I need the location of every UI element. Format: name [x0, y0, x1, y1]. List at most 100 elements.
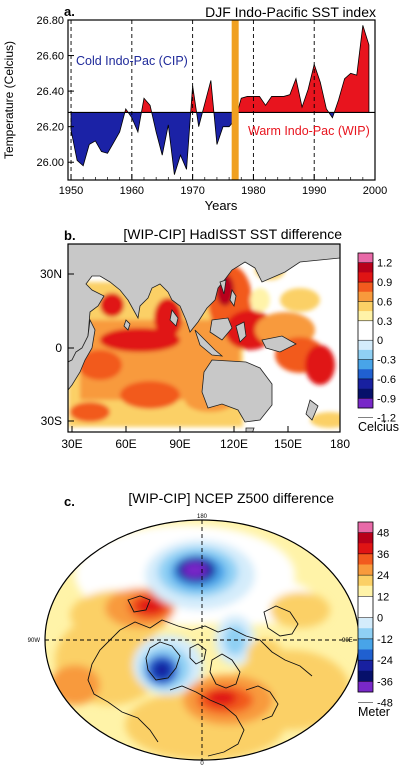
warm-segment-11: [333, 25, 370, 113]
colorbar-tick-label: 24: [377, 570, 389, 582]
cold-segment-6: [196, 112, 203, 127]
colorbar-tick-label: -0.9: [377, 393, 396, 405]
colorbar-swatch: [358, 553, 373, 565]
colorbar-swatch: [358, 585, 373, 597]
warm-segment-7: [201, 80, 215, 113]
x-tick-label-1950: 1950: [59, 185, 83, 197]
panel-c-label: c.: [64, 494, 75, 509]
coastlines: [87, 595, 313, 757]
panel-a-x-axis: 1950 1960 1970 1980 1990 2000: [59, 174, 387, 197]
cold-indopac-annotation: Cold Indo-Pac (CIP): [76, 54, 188, 68]
colorbar-swatch: [358, 575, 373, 587]
colorbar-frame: [357, 252, 374, 409]
y-tick-label-26.80: 26.80: [36, 15, 64, 27]
lat-tick-label-30N: 30N: [40, 267, 62, 281]
colorbar-frame: [357, 521, 374, 693]
y-tick-label-26.00: 26.00: [36, 157, 64, 169]
decade-dashed-lines: [70, 20, 315, 180]
y-tick-label-26.60: 26.60: [36, 51, 64, 63]
colorbar-swatch: [358, 649, 373, 661]
x-tick-label-1990: 1990: [302, 185, 326, 197]
cold-segment-10: [328, 112, 335, 119]
cold-segment-4: [151, 112, 192, 175]
colorbar-swatch: [358, 291, 373, 302]
lat-tick-label-0: 0: [55, 341, 62, 355]
colorbar-tick-label: 12: [377, 591, 389, 603]
lon-tick-label-60E: 60E: [115, 437, 136, 451]
x-tick-label-1970: 1970: [180, 185, 204, 197]
colorbar-tick-label: -36: [377, 676, 393, 688]
colorbar-tick-label: 0.9: [377, 277, 392, 289]
colorbar-swatch: [358, 398, 373, 409]
cold-segment-2: [127, 112, 142, 134]
colorbar-swatch: [358, 617, 373, 629]
colorbar-swatch: [358, 660, 373, 672]
y-tick-label-26.20: 26.20: [36, 122, 64, 134]
colorbar-tick-label: 48: [377, 528, 389, 540]
panel-a-label: a.: [64, 4, 75, 19]
panel-c: c. [WIP-CIP] NCEP Z500 difference: [28, 490, 393, 765]
panel-b-x-axis: 30E 60E 90E 120E 150E 180: [61, 426, 350, 451]
colorbar-tick-label: -48: [377, 698, 393, 710]
warm-segment-9: [236, 63, 330, 113]
warm-indopac-annotation: Warm Indo-Pac (WIP): [248, 124, 370, 138]
colorbar-tick-label: 1.2: [377, 258, 392, 270]
colorbar-swatch: [358, 522, 373, 533]
map-label-right: 90E: [342, 638, 353, 644]
panel-c-title: [WIP-CIP] NCEP Z500 difference: [128, 490, 334, 506]
warm-segment-3: [140, 97, 153, 113]
colorbar-swatch: [358, 532, 373, 544]
panel-a-title: DJF Indo-Pacific SST index: [205, 4, 376, 20]
colorbar-tick-label: 36: [377, 549, 389, 561]
colorbar-swatch: [358, 681, 373, 693]
panel-b-colorbar-unit: Celcius: [358, 420, 399, 434]
colorbar-swatch: [358, 330, 373, 341]
panel-b-frame: [67, 243, 341, 433]
warm-segment-5: [190, 85, 198, 113]
panel-a-xlabel: Years: [205, 198, 238, 213]
colorbar-swatch: [358, 388, 373, 399]
colorbar-swatch: [358, 282, 373, 293]
map-label-left: 90W: [28, 638, 41, 644]
colorbar-tick-label: 0: [377, 335, 383, 347]
colorbar-swatch: [358, 320, 373, 331]
sst-difference-map: [68, 244, 340, 432]
colorbar-swatch: [358, 359, 373, 370]
panel-b-label: b.: [64, 228, 76, 243]
colorbar-tick-label: 0: [377, 613, 383, 625]
regime-shift-bar: [231, 20, 239, 180]
panel-b-title: [WIP-CIP] HadISST SST difference: [123, 226, 342, 242]
panel-b-y-axis: 30N 0 30S: [40, 267, 74, 428]
colorbar-swatch: [358, 253, 373, 263]
panel-a-frame: [67, 19, 376, 181]
panel-c-colorbar-unit: Meter: [358, 705, 390, 719]
colorbar-tick-label: -0.3: [377, 355, 396, 367]
colorbar-swatch: [358, 378, 373, 389]
panel-a-ylabel: Temperature (Celcius): [2, 41, 16, 159]
colorbar-swatch: [358, 272, 373, 283]
colorbar-tick-label: 0.3: [377, 316, 392, 328]
cold-segment-0: [70, 112, 126, 167]
land-masses: [68, 244, 340, 432]
colorbar-tick-label: -24: [377, 655, 393, 667]
panel-b-colorbar: 1.2 0.9 0.6 0.3 0 -0.3 -0.6 -0.9 -1.2: [357, 252, 396, 425]
colorbar-swatch: [358, 628, 373, 640]
colorbar-swatch: [358, 301, 373, 312]
colorbar-swatch: [358, 638, 373, 650]
x-tick-label-1960: 1960: [120, 185, 144, 197]
lon-tick-label-30E: 30E: [61, 437, 82, 451]
lon-tick-label-90E: 90E: [169, 437, 190, 451]
map-label-bottom: 0: [200, 761, 204, 765]
lon-tick-label-120E: 120E: [220, 437, 248, 451]
colorbar-swatch: [358, 596, 373, 608]
colorbar-swatch: [358, 564, 373, 576]
colorbar-swatch: [358, 349, 373, 360]
colorbar-tick-label: -12: [377, 634, 393, 646]
colorbar-swatch: [358, 340, 373, 351]
colorbar-swatch: [358, 311, 373, 322]
colorbar-swatch: [358, 670, 373, 682]
map-label-top: 180: [197, 514, 208, 520]
panel-a: a. DJF Indo-Pacific SST index 1950 1960 19…: [2, 4, 387, 213]
colorbar-tick-label: -1.2: [377, 413, 396, 425]
